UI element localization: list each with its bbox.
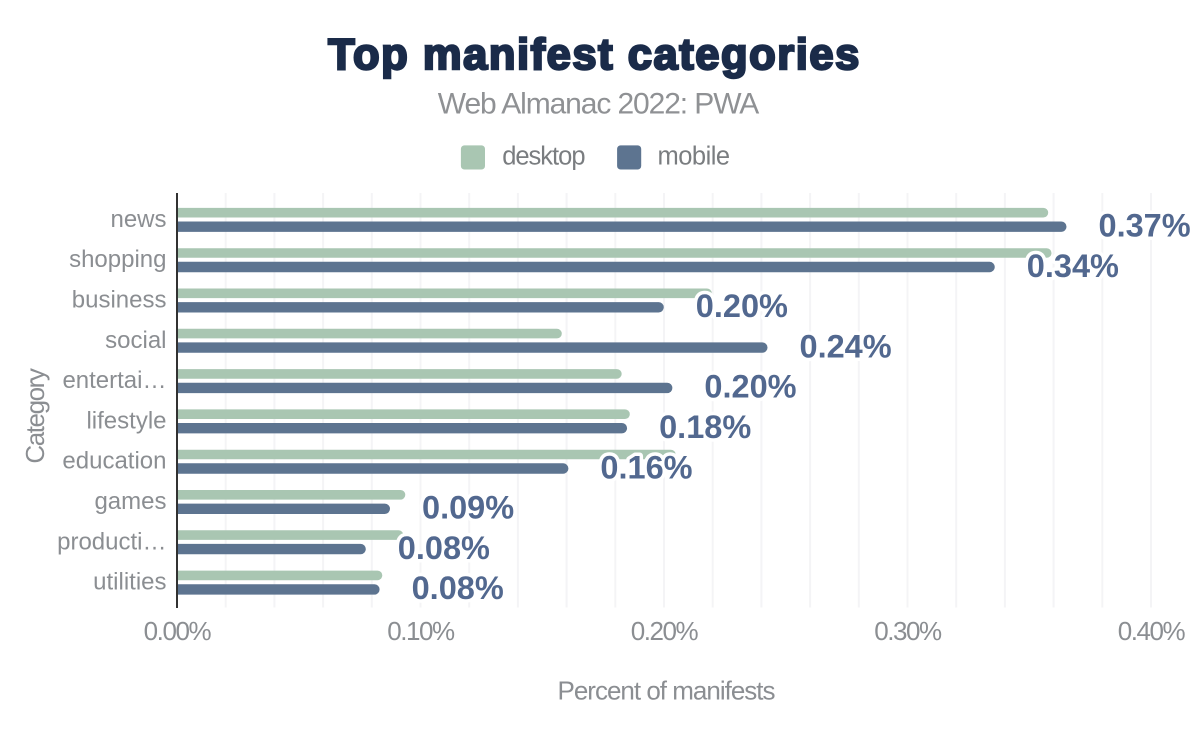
svg-text:Web Almanac 2022: PWA: Web Almanac 2022: PWA [438,88,759,121]
svg-text:business: business [72,287,167,314]
svg-text:0.20%: 0.20% [704,369,796,405]
svg-text:desktop: desktop [502,143,585,171]
svg-text:0.00%: 0.00% [144,616,212,646]
svg-text:Top manifest categories: Top manifest categories [328,31,861,79]
svg-text:lifestyle: lifestyle [86,407,166,434]
svg-text:news: news [110,206,166,233]
svg-text:0.09%: 0.09% [422,490,514,526]
svg-text:0.20%: 0.20% [696,288,788,324]
svg-text:0.08%: 0.08% [398,530,490,566]
svg-text:social: social [105,327,166,354]
svg-text:0.37%: 0.37% [1099,208,1191,244]
svg-text:0.40%: 0.40% [1118,616,1186,646]
svg-text:0.24%: 0.24% [800,328,892,364]
svg-text:producti…: producti… [57,528,166,555]
svg-text:Percent of manifests: Percent of manifests [558,676,776,706]
svg-text:games: games [94,488,166,515]
svg-text:0.16%: 0.16% [600,449,692,485]
svg-text:0.10%: 0.10% [387,616,455,646]
svg-text:utilities: utilities [93,569,166,596]
svg-text:Category: Category [20,368,50,463]
svg-text:0.34%: 0.34% [1027,248,1119,284]
svg-text:shopping: shopping [69,246,166,273]
svg-text:0.08%: 0.08% [412,570,504,606]
svg-text:entertai…: entertai… [62,367,166,394]
svg-text:education: education [62,448,166,475]
svg-text:0.20%: 0.20% [631,616,699,646]
svg-text:0.18%: 0.18% [659,409,751,445]
svg-text:mobile: mobile [658,143,730,171]
svg-text:0.30%: 0.30% [874,616,942,646]
